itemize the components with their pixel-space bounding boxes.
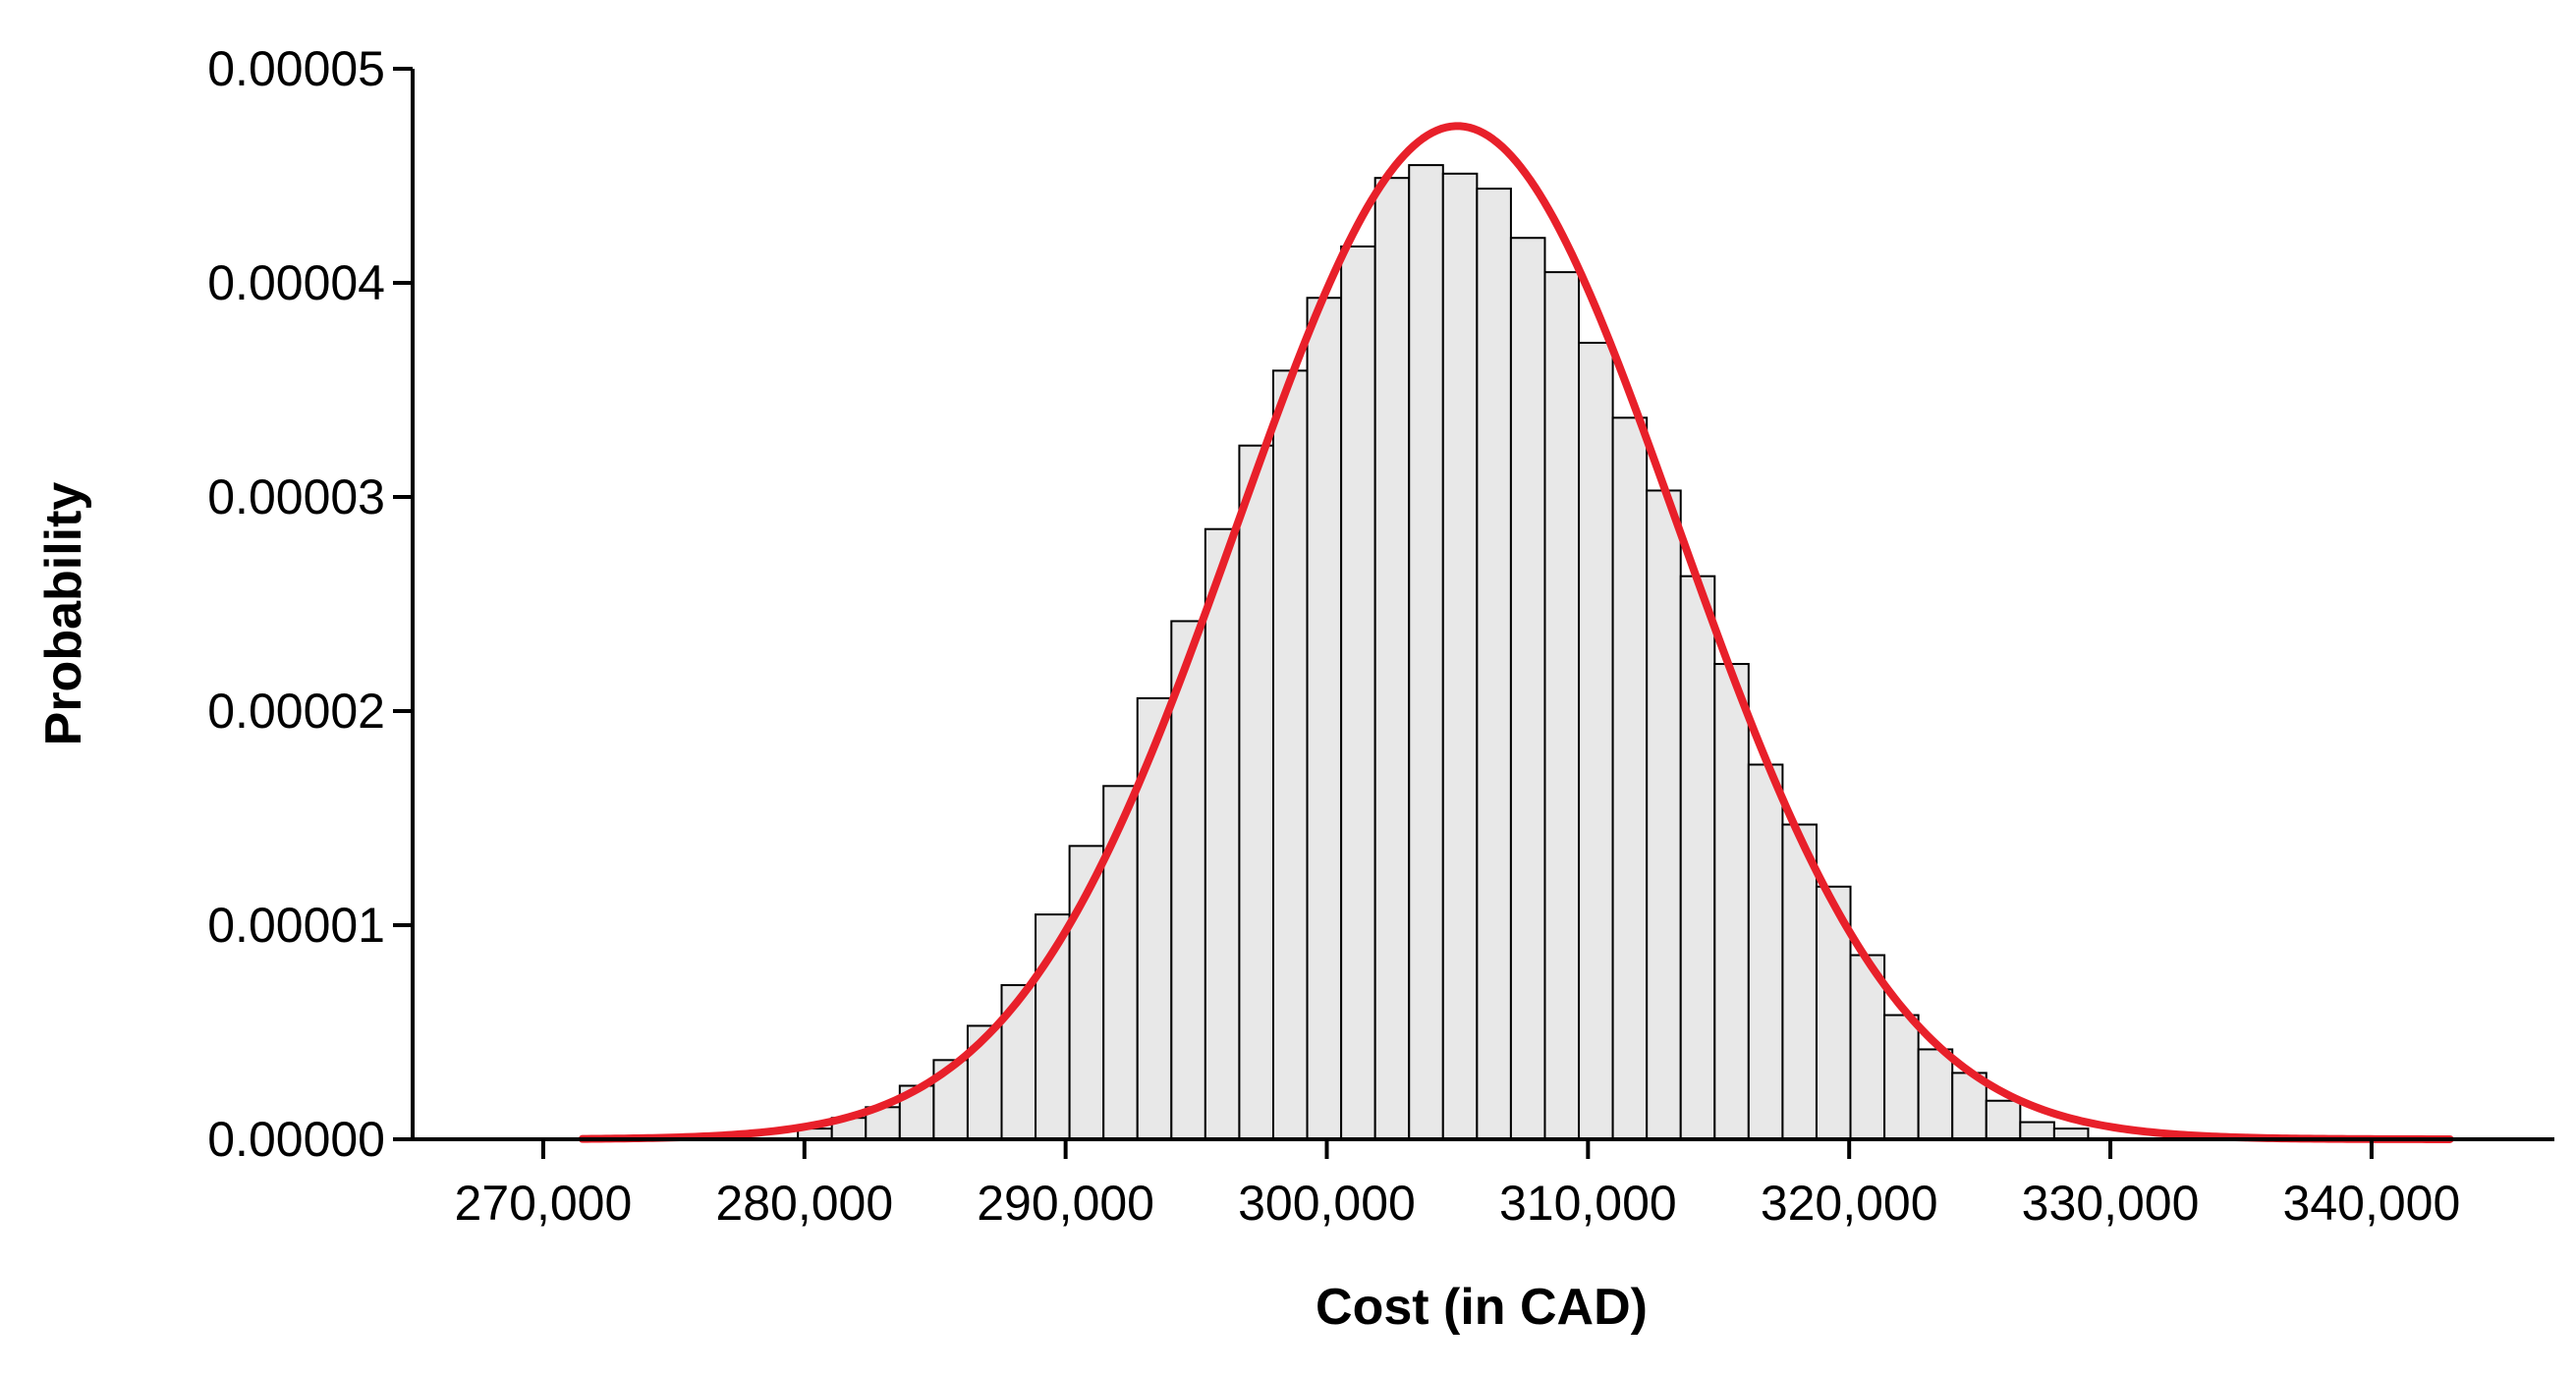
y-axis-title: Probability — [35, 482, 92, 746]
histogram-bar — [2019, 1121, 2055, 1141]
histogram-bar — [1373, 177, 1411, 1140]
histogram-bar — [1611, 416, 1649, 1140]
histogram-bar — [1000, 984, 1037, 1140]
histogram-bars — [797, 164, 2090, 1141]
histogram-bar — [1340, 245, 1376, 1140]
x-tick-label: 330,000 — [2022, 1176, 2200, 1231]
histogram-bar — [1985, 1099, 2022, 1141]
histogram-bar — [1917, 1048, 1954, 1140]
histogram-bar — [1271, 369, 1309, 1140]
histogram-bar — [1543, 271, 1581, 1141]
y-tick-label: 0.00000 — [207, 1112, 385, 1167]
histogram-bar — [1747, 763, 1784, 1140]
axes — [393, 69, 2554, 1141]
x-axis-title: Cost (in CAD) — [1316, 1279, 1648, 1336]
x-tick-label: 310,000 — [1499, 1176, 1677, 1231]
x-tick-label: 270,000 — [455, 1176, 633, 1231]
x-tick-label: 340,000 — [2283, 1176, 2461, 1231]
histogram-bar — [1679, 575, 1716, 1140]
y-axis-ticks: 0.00000 0.00001 0.00002 0.00003 0.00004 0.000… — [207, 41, 413, 1167]
y-tick-label: 0.00005 — [207, 41, 385, 96]
histogram-bar — [1646, 489, 1682, 1140]
histogram-bar — [1408, 164, 1444, 1141]
histogram-bar — [1136, 696, 1173, 1140]
x-tick-label: 300,000 — [1238, 1176, 1416, 1231]
histogram-bar — [1781, 823, 1818, 1140]
y-tick-label: 0.00004 — [207, 255, 385, 310]
histogram-bar — [1204, 527, 1241, 1140]
y-tick-label: 0.00003 — [207, 469, 385, 524]
x-tick-label: 280,000 — [715, 1176, 893, 1231]
histogram-bar — [1238, 444, 1274, 1140]
histogram-bar — [1509, 237, 1546, 1141]
x-tick-label: 290,000 — [977, 1176, 1154, 1231]
histogram-bar — [1713, 663, 1750, 1140]
y-tick-label: 0.00002 — [207, 684, 385, 739]
y-tick-label: 0.00001 — [207, 898, 385, 953]
histogram-bar — [1306, 297, 1343, 1140]
normal-fit-curve — [578, 122, 2454, 1143]
histogram-bar — [1441, 172, 1479, 1140]
histogram-bar — [1883, 1014, 1920, 1141]
x-axis-ticks: 270,000 280,000 290,000 300,000 310,000 320,0… — [455, 1139, 2461, 1231]
x-tick-label: 320,000 — [1761, 1176, 1938, 1231]
histogram-bar — [1102, 785, 1139, 1140]
histogram-bar — [1578, 342, 1614, 1141]
histogram-bar — [1170, 620, 1206, 1140]
histogram-bar — [1476, 188, 1512, 1140]
